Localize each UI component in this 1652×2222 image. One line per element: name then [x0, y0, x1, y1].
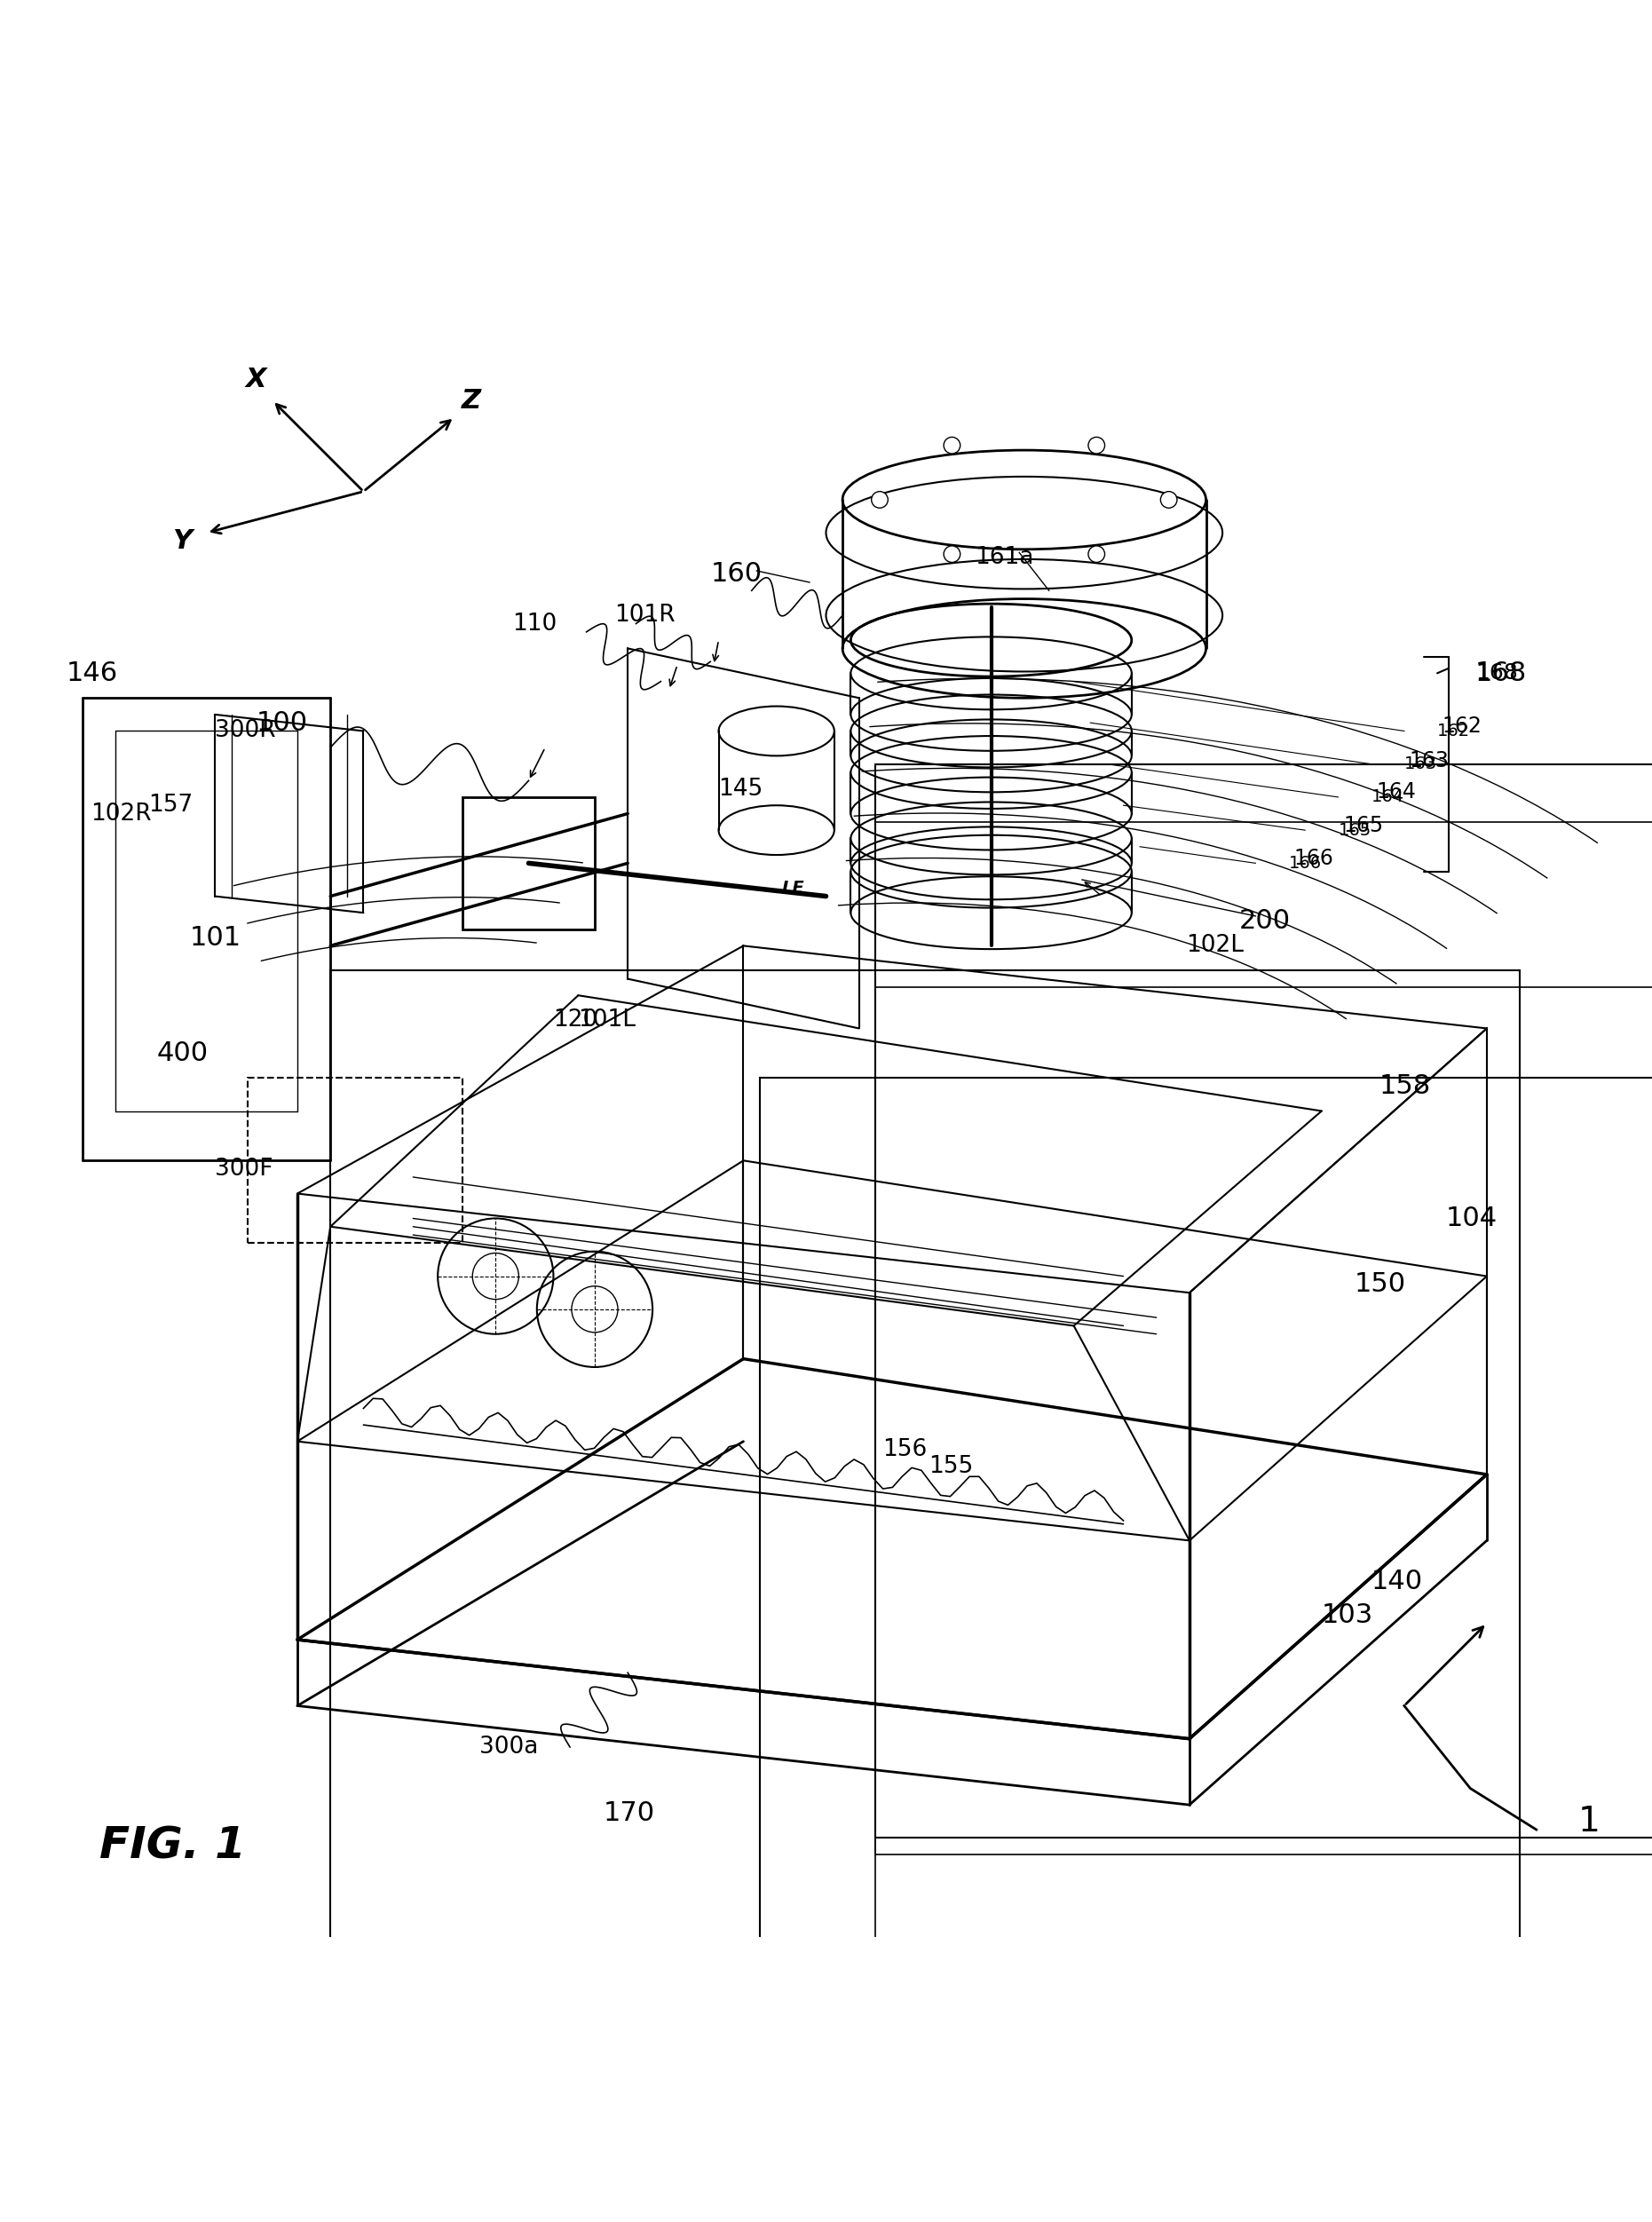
- Text: 157: 157: [149, 793, 193, 818]
- Circle shape: [1089, 438, 1105, 453]
- Text: 300a: 300a: [479, 1735, 539, 1758]
- Text: 101: 101: [190, 924, 241, 951]
- Circle shape: [1089, 547, 1105, 562]
- Text: 102L: 102L: [1186, 933, 1244, 958]
- Text: 161a: 161a: [975, 547, 1034, 569]
- Text: 158: 158: [1379, 1073, 1431, 1100]
- Text: 170: 170: [603, 1800, 654, 1826]
- Text: 103: 103: [1322, 1602, 1373, 1629]
- Text: 400: 400: [157, 1040, 208, 1067]
- Text: 200: 200: [1239, 909, 1290, 933]
- Text: 120: 120: [553, 1009, 598, 1031]
- Text: 162: 162: [1442, 715, 1482, 738]
- Text: 163: 163: [1409, 751, 1449, 771]
- Text: 101L: 101L: [578, 1009, 636, 1031]
- Text: 1: 1: [1578, 1804, 1599, 1838]
- Text: Y: Y: [172, 529, 192, 553]
- Text: 110: 110: [512, 611, 557, 635]
- Text: 165: 165: [1343, 815, 1383, 835]
- Text: 156: 156: [882, 1438, 927, 1462]
- Text: 166: 166: [1289, 855, 1322, 871]
- Text: LE: LE: [781, 880, 805, 895]
- Text: 140: 140: [1371, 1569, 1422, 1595]
- Text: 160: 160: [710, 562, 762, 587]
- Text: 146: 146: [66, 660, 117, 687]
- Text: 102R: 102R: [91, 802, 152, 824]
- Circle shape: [1160, 491, 1176, 509]
- Text: 150: 150: [1355, 1271, 1406, 1298]
- Text: 168: 168: [1475, 662, 1518, 684]
- Text: 300R: 300R: [215, 720, 276, 742]
- Text: 164: 164: [1371, 789, 1404, 807]
- Text: 163: 163: [1404, 755, 1437, 773]
- Text: 101R: 101R: [615, 604, 676, 627]
- Text: 166: 166: [1294, 847, 1333, 869]
- Text: 162: 162: [1437, 722, 1470, 740]
- Circle shape: [872, 491, 889, 509]
- Circle shape: [943, 547, 960, 562]
- Text: 155: 155: [928, 1455, 973, 1478]
- Text: 300F: 300F: [215, 1158, 273, 1180]
- Text: 104: 104: [1446, 1207, 1497, 1231]
- Text: 168: 168: [1475, 660, 1526, 687]
- Text: X: X: [246, 367, 266, 391]
- Text: Z: Z: [461, 387, 481, 413]
- Text: 165: 165: [1338, 822, 1371, 838]
- Text: 100: 100: [256, 709, 307, 735]
- Text: 164: 164: [1376, 782, 1416, 802]
- Circle shape: [943, 438, 960, 453]
- Text: FIG. 1: FIG. 1: [99, 1824, 246, 1866]
- Text: 145: 145: [719, 778, 763, 800]
